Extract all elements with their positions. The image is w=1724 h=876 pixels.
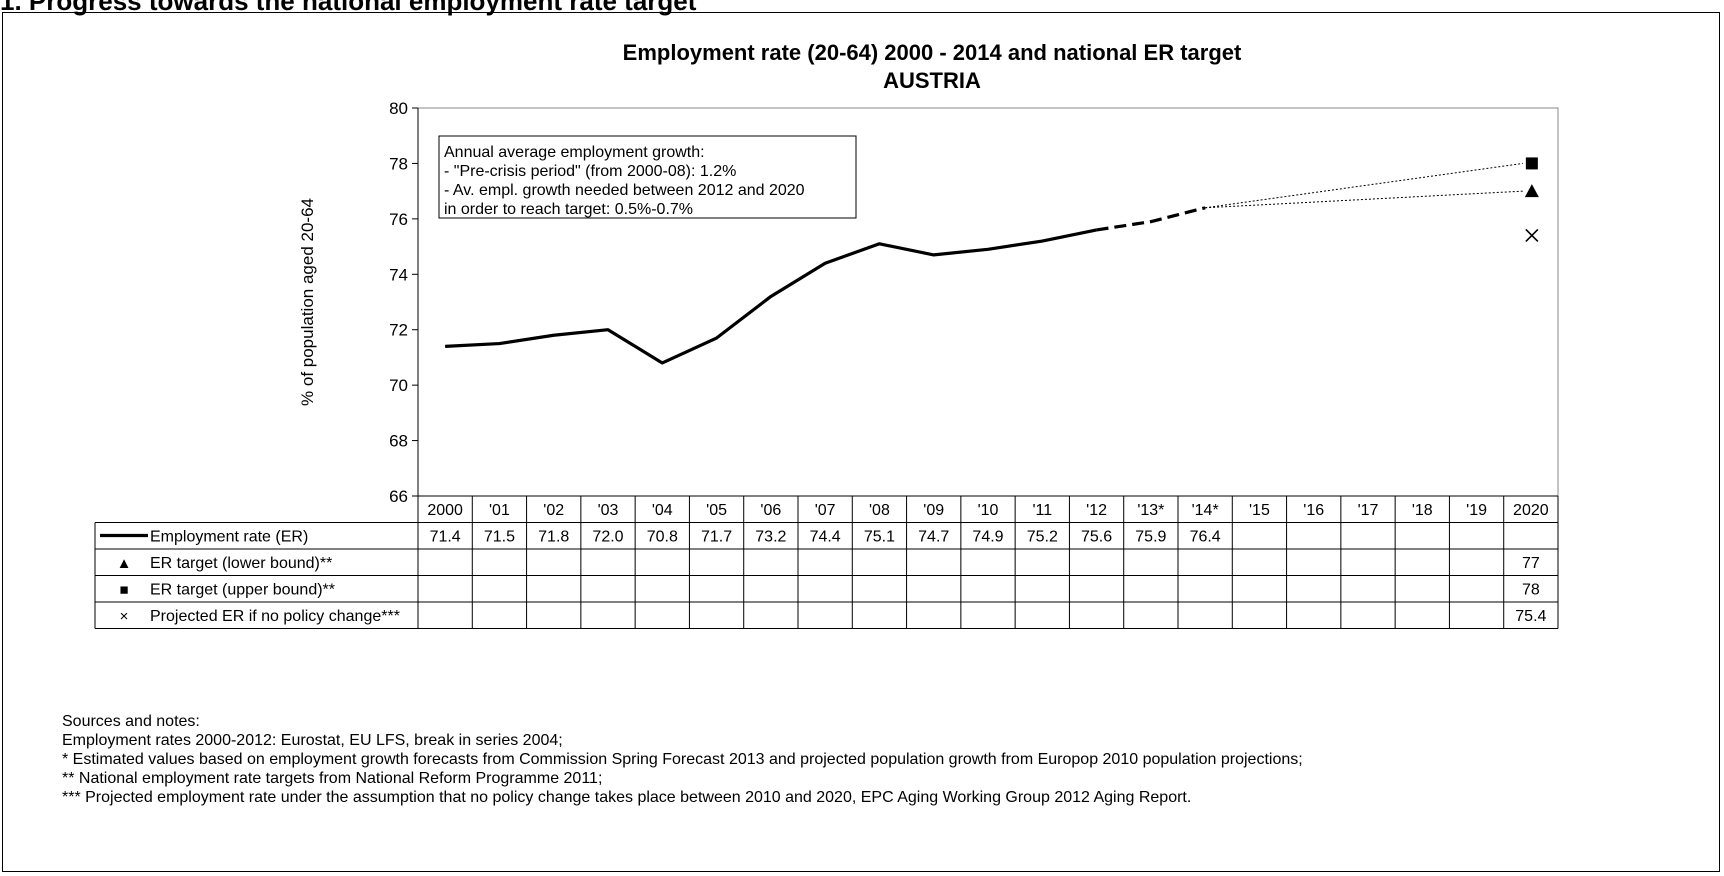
table-value: 70.8 — [647, 529, 678, 546]
x-tick-label: '13* — [1137, 502, 1164, 519]
x-tick-label: '03 — [598, 502, 619, 519]
table-value: 75.9 — [1135, 529, 1166, 546]
x-tick-label: '16 — [1303, 502, 1324, 519]
sources-and-notes: Sources and notes: Employment rates 2000… — [62, 712, 1303, 807]
x-tick-label: '19 — [1466, 502, 1487, 519]
x-tick-label: '15 — [1249, 502, 1270, 519]
lower-target-marker — [1524, 184, 1539, 198]
note-line: Employment rates 2000-2012: Eurostat, EU… — [62, 732, 563, 749]
lower-target-path — [1205, 190, 1523, 209]
y-tick-label: 68 — [389, 432, 408, 451]
annotation-line: - Av. empl. growth needed between 2012 a… — [444, 182, 805, 199]
x-tick-label: '10 — [978, 502, 999, 519]
x-tick-label: 2020 — [1513, 502, 1549, 519]
upper-target-path — [1205, 162, 1523, 209]
table-value: 75.1 — [864, 529, 895, 546]
annotation-line: - "Pre-crisis period" (from 2000-08): 1.… — [444, 163, 736, 180]
y-tick-label: 72 — [389, 321, 408, 340]
x-tick-label: '18 — [1412, 502, 1433, 519]
figure-frame — [2, 12, 1720, 872]
x-tick-label: '01 — [489, 502, 510, 519]
chart-subtitle: AUSTRIA — [883, 68, 981, 93]
annotation-line: Annual average employment growth: — [444, 144, 705, 161]
notes-heading: Sources and notes: — [62, 713, 200, 730]
table-value: 78 — [1522, 582, 1540, 599]
x-tick-label: '14* — [1192, 502, 1219, 519]
table-value: 73.2 — [755, 529, 786, 546]
y-axis-label: % of population aged 20-64 — [298, 198, 317, 406]
legend-marker-square: ■ — [119, 582, 128, 599]
table-value: 71.7 — [701, 529, 732, 546]
table-value: 71.4 — [430, 529, 461, 546]
y-tick-label: 76 — [389, 210, 408, 229]
y-tick-label: 70 — [389, 376, 408, 395]
legend-label: Employment rate (ER) — [150, 529, 308, 546]
note-line: *** Projected employment rate under the … — [62, 789, 1192, 806]
table-value: 76.4 — [1190, 529, 1221, 546]
x-tick-label: '08 — [869, 502, 890, 519]
x-tick-label: '05 — [706, 502, 727, 519]
y-tick-label: 74 — [389, 265, 408, 284]
x-tick-label: '12 — [1086, 502, 1107, 519]
table-value: 72.0 — [592, 529, 623, 546]
employment-rate-line — [445, 228, 1097, 365]
employment-rate-chart: 66 68 70 72 74 76 78 80 % of population aged 20-… — [94, 99, 1559, 629]
x-tick-label: '04 — [652, 502, 673, 519]
employment-rate-estimate-line — [1096, 206, 1206, 232]
table-value: 71.8 — [538, 529, 569, 546]
projected-er-marker — [1525, 228, 1539, 243]
legend-label: ER target (lower bound)** — [150, 555, 332, 572]
legend-marker-triangle: ▲ — [117, 555, 132, 572]
x-tick-label: 2000 — [427, 502, 463, 519]
table-value: 74.7 — [918, 529, 949, 546]
annotation-line: in order to reach target: 0.5%-0.7% — [444, 201, 693, 218]
chart-title: Employment rate (20-64) 2000 - 2014 and … — [622, 40, 1242, 65]
table-value: 77 — [1522, 555, 1540, 572]
table-value: 71.5 — [484, 529, 515, 546]
note-line: * Estimated values based on employment g… — [62, 751, 1303, 768]
legend-marker-cross: × — [120, 608, 129, 625]
table-value: 75.2 — [1027, 529, 1058, 546]
note-line: ** National employment rate targets from… — [62, 770, 603, 787]
x-tick-label: '11 — [1032, 502, 1052, 519]
x-tick-label: '09 — [923, 502, 944, 519]
upper-target-marker — [1525, 157, 1538, 170]
x-tick-label: '17 — [1358, 502, 1379, 519]
table-value: 74.9 — [972, 529, 1003, 546]
annotation-box — [438, 135, 857, 219]
y-tick-label: 80 — [389, 99, 408, 118]
table-value: 74.4 — [810, 529, 841, 546]
legend-label: ER target (upper bound)** — [150, 582, 335, 599]
x-tick-label: '07 — [815, 502, 836, 519]
x-tick-label: '06 — [760, 502, 781, 519]
x-tick-label: '02 — [543, 502, 564, 519]
table-value: 75.4 — [1515, 608, 1546, 625]
legend-label: Projected ER if no policy change*** — [150, 608, 400, 625]
y-tick-label: 78 — [389, 154, 408, 173]
y-tick-label: 66 — [389, 487, 408, 506]
table-value: 75.6 — [1081, 529, 1112, 546]
